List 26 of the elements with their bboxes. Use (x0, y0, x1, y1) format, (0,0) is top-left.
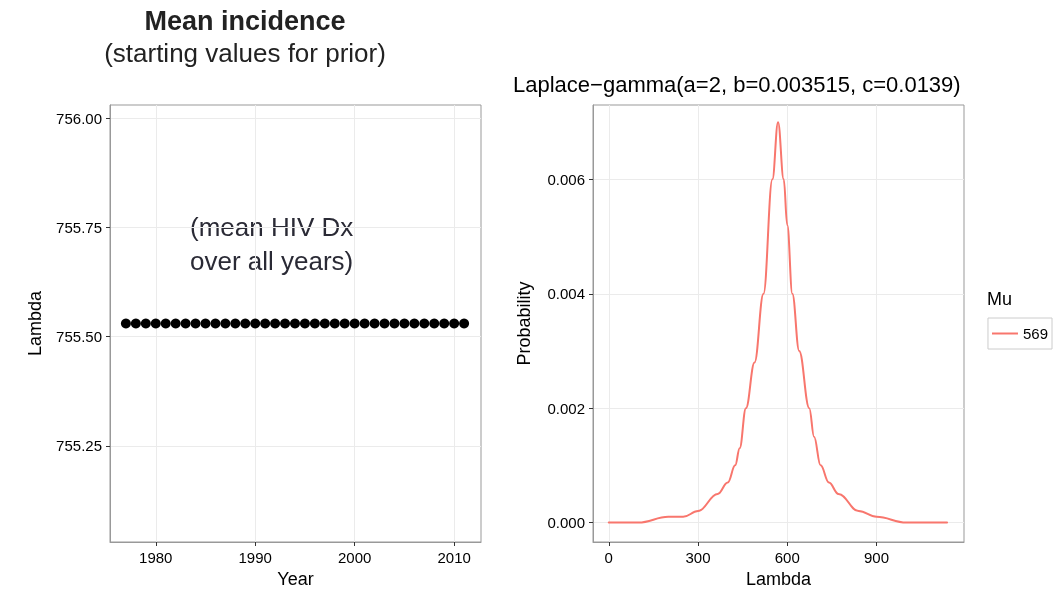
y-tick-label: 0.006 (547, 170, 585, 188)
x-tick-label: 0 (604, 549, 613, 566)
y-tick-label: 0.000 (547, 514, 585, 532)
legend-label: 569 (1022, 325, 1048, 342)
x-axis-title: Lambda (745, 568, 813, 589)
x-tick-label: 1980 (139, 549, 173, 566)
chart-subtitle: (starting values for prior) (104, 38, 386, 68)
legend-title: Mu (987, 289, 1013, 309)
y-tick-label: 756.00 (56, 109, 102, 127)
x-tick-label: 2010 (437, 549, 471, 566)
y-tick-label: 755.25 (56, 437, 102, 455)
chart-title: Mean incidence (144, 5, 346, 36)
y-tick-label: 755.75 (56, 218, 102, 236)
x-axis-title: Year (277, 568, 314, 589)
line-series (607, 121, 949, 524)
chart-title: Laplace−gamma(a=2, b=0.003515, c=0.0139) (513, 71, 961, 97)
x-tick-label: 1990 (238, 549, 272, 566)
x-tick-label: 900 (864, 549, 890, 566)
y-tick-label: 0.002 (547, 399, 585, 417)
x-tick-label: 300 (685, 549, 711, 566)
y-axis-title: Lambda (25, 289, 45, 357)
x-tick-label: 600 (774, 549, 800, 566)
x-tick-label: 2000 (337, 549, 372, 566)
y-tick-label: 0.004 (547, 285, 585, 303)
y-tick-label: 755.50 (56, 328, 102, 346)
y-axis-title: Probability (514, 281, 534, 366)
